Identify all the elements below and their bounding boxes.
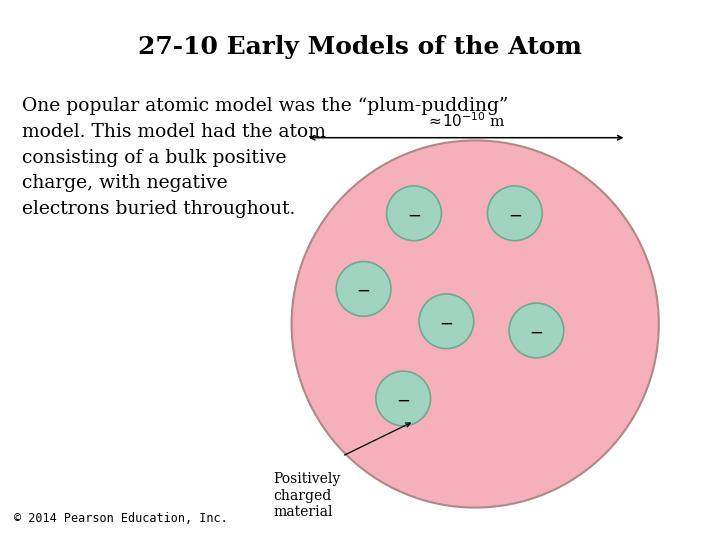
Text: −: − [396,392,410,409]
Text: 27-10 Early Models of the Atom: 27-10 Early Models of the Atom [138,35,582,59]
Circle shape [336,261,391,316]
Circle shape [509,303,564,358]
Text: One popular atomic model was the “plum-pudding”
model. This model had the atom
c: One popular atomic model was the “plum-p… [22,97,508,218]
Text: −: − [529,323,544,341]
Text: $\approx\!10^{-10}$ m: $\approx\!10^{-10}$ m [426,111,506,130]
Ellipse shape [292,140,659,508]
Text: −: − [356,282,371,300]
Text: −: − [407,206,421,224]
Text: −: − [508,206,522,224]
Text: −: − [439,314,454,332]
Circle shape [387,186,441,241]
Text: © 2014 Pearson Education, Inc.: © 2014 Pearson Education, Inc. [14,512,228,525]
Circle shape [487,186,542,241]
Text: Positively
charged
material: Positively charged material [274,472,341,519]
Circle shape [419,294,474,349]
Circle shape [376,371,431,426]
